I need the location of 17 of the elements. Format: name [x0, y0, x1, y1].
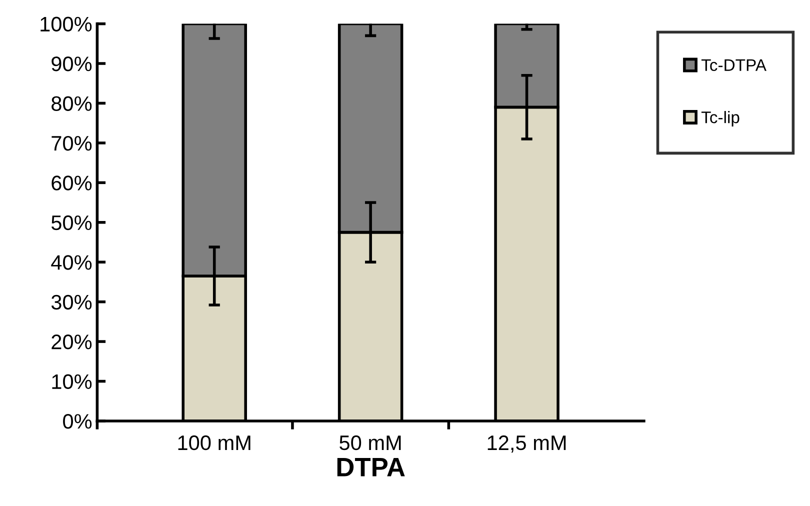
y-tick-label: 50%	[51, 215, 92, 230]
y-tick-label: 90%	[52, 56, 92, 72]
y-tick-label: 60%	[52, 176, 92, 190]
y-tick-label: 100%	[40, 16, 92, 32]
y-tick-label: 30%	[51, 294, 92, 310]
x-axis-title: DTPA	[337, 458, 405, 476]
y-tick-label: 10%	[52, 374, 92, 390]
y-tick-label: 20%	[52, 334, 92, 350]
x-tick-label: 50 mM	[340, 435, 401, 450]
y-tick-label: 0%	[63, 414, 92, 429]
legend-label: Tc-lip	[701, 110, 740, 127]
y-tick-label: 40%	[51, 255, 92, 270]
y-tick-label: 70%	[52, 136, 92, 151]
x-tick-label: 12,5 mM	[488, 435, 566, 453]
x-tick-label: 100 mM	[178, 435, 250, 450]
y-tick-label: 80%	[52, 96, 92, 111]
legend-label: Tc-DTPA	[701, 59, 766, 72]
